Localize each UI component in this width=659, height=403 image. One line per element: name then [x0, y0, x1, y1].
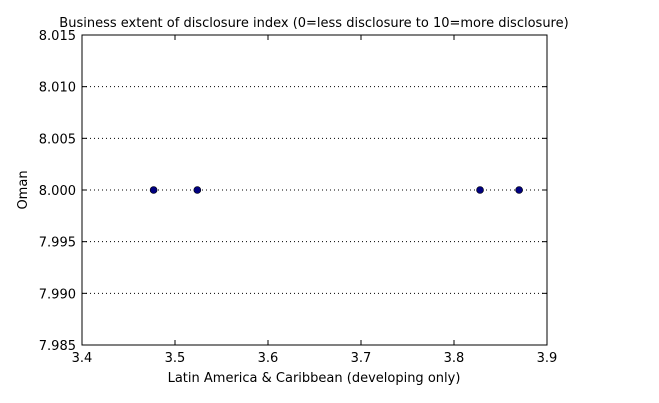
x-axis-ticks: 3.4 3.5 3.6 3.7 3.8 3.9 [72, 35, 558, 366]
x-tick-label: 3.6 [258, 351, 279, 366]
data-point [149, 186, 158, 194]
y-tick-label: 8.005 [39, 132, 76, 147]
data-point [476, 186, 484, 194]
x-tick-label: 3.5 [165, 351, 186, 366]
y-tick-label: 8.000 [39, 184, 76, 199]
x-tick-label: 3.8 [444, 351, 465, 366]
y-tick-label: 7.995 [39, 236, 76, 251]
y-tick-label: 7.985 [39, 339, 76, 354]
data-points [149, 186, 523, 194]
y-tick-label: 7.990 [39, 287, 76, 302]
data-point [515, 186, 523, 194]
data-point [193, 186, 202, 194]
x-tick-label: 3.4 [72, 351, 93, 366]
y-tick-label: 8.015 [39, 29, 76, 44]
x-tick-label: 3.9 [537, 351, 558, 366]
x-tick-label: 3.7 [351, 351, 372, 366]
y-axis-label: Oman [16, 170, 31, 209]
chart-title: Business extent of disclosure index (0=l… [59, 16, 568, 31]
y-tick-label: 8.010 [39, 81, 76, 96]
grid-lines [82, 86, 547, 294]
y-axis-ticks: 7.985 7.990 7.995 8.000 8.005 8.010 8.015 [39, 29, 547, 354]
x-axis-label: Latin America & Caribbean (developing on… [168, 371, 461, 386]
